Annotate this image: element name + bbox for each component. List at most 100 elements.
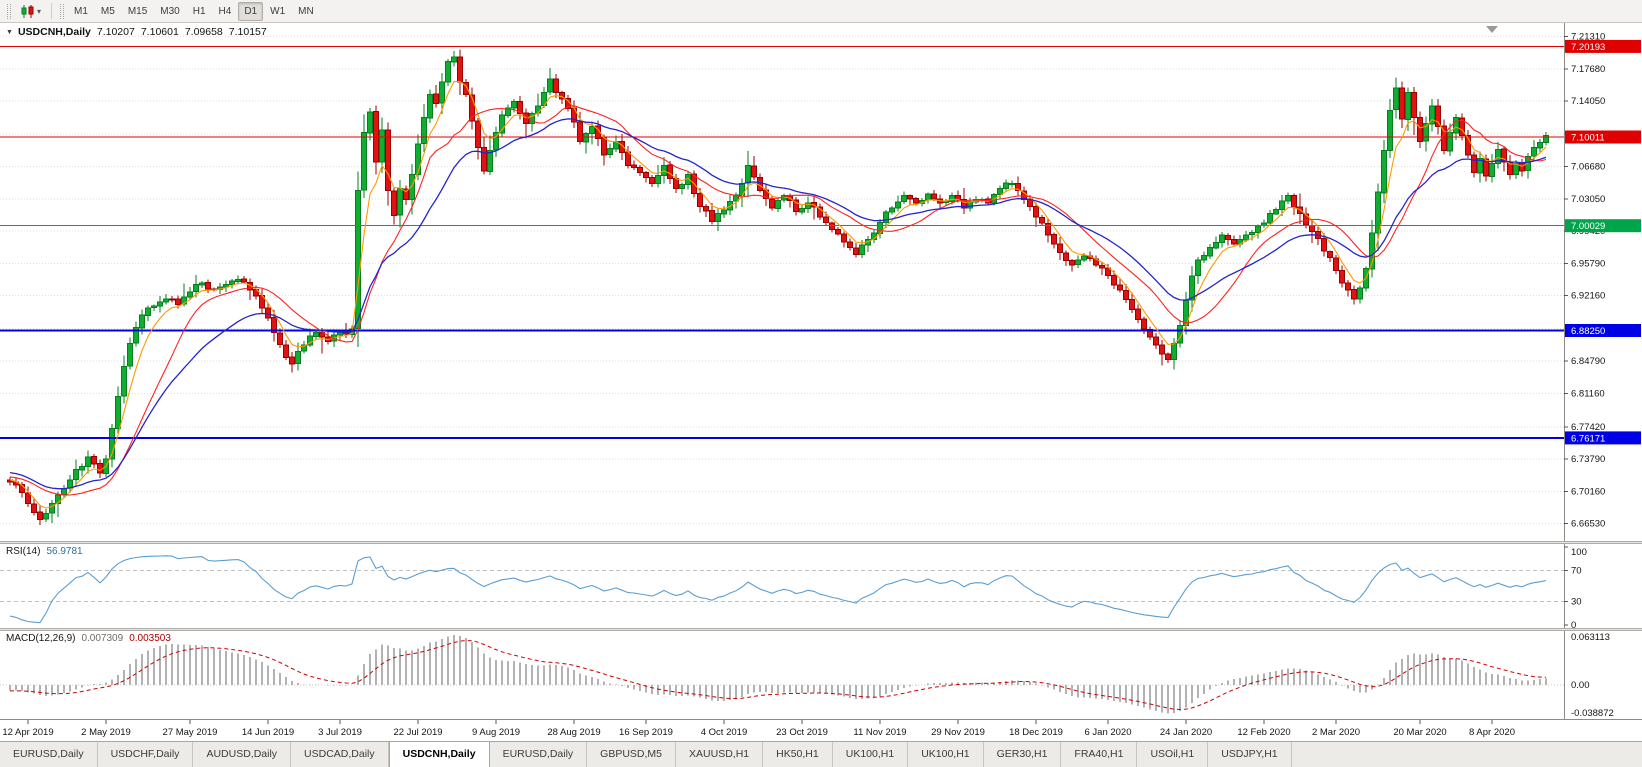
period-button-d1[interactable]: D1 [238,1,264,21]
chart-tab-usdjpy-h1[interactable]: USDJPY,H1 [1208,742,1292,767]
chart-symbol-label: USDCNH,Daily [17,26,91,38]
macd-histogram [9,635,1547,714]
rsi-line [9,555,1547,624]
chart-tab-hk50-h1[interactable]: HK50,H1 [763,742,833,767]
date-tick-label: 14 Jun 2019 [242,727,294,738]
price-tick-label: 6.81160 [1571,389,1605,400]
date-tick-label: 16 Sep 2019 [619,727,673,738]
price-level-badge: 6.88250 [1565,324,1641,337]
toolbar-grip[interactable] [7,3,11,19]
macd-panel[interactable]: 0.063113 0.00 -0.038872 MACD(12,26,9) 0.00… [0,631,1642,719]
chevron-down-icon: ▾ [37,6,42,16]
macd-scale-label: 0.00 [1571,680,1590,691]
chart-tab-usoil-h1[interactable]: USOil,H1 [1137,742,1209,767]
price-tick-label: 7.14050 [1571,96,1605,107]
symbol-menu-icon[interactable]: ▼ [6,28,13,36]
toolbar-grip[interactable] [60,3,65,19]
chart-tab-eurusd-daily[interactable]: EURUSD,Daily [0,742,98,767]
price-level-badge: 7.20193 [1565,39,1641,53]
period-button-m1[interactable]: M1 [68,2,94,21]
chart-tab-fra40-h1[interactable]: FRA40,H1 [1061,742,1138,767]
date-tick-label: 8 Apr 2020 [1469,727,1515,738]
price-tick-label: 7.21310 [1571,32,1605,43]
price-tick-label: 6.77420 [1571,422,1605,433]
toolbar: ▾ M1 M5 M15 M30 H1 H4 D1 W1 MN [0,0,1642,23]
ohlc-close-value: 7.10157 [228,26,267,38]
chart-shift-marker-icon[interactable] [1486,26,1498,33]
price-tick-label: 6.92160 [1571,291,1605,302]
period-button-m5[interactable]: M5 [95,2,121,21]
period-button-m15[interactable]: M15 [122,2,153,21]
svg-text:6.88250: 6.88250 [1571,326,1605,337]
date-tick-label: 11 Nov 2019 [853,727,906,738]
chart-tabs-bar: EURUSD,Daily USDCHF,Daily AUDUSD,Daily USDC… [0,741,1642,767]
price-tick-label: 6.70160 [1571,486,1605,497]
chart-type-button[interactable]: ▾ [15,2,47,21]
price-level-badge: 7.10011 [1565,130,1641,144]
chart-tab-usdchf-daily[interactable]: USDCHF,Daily [98,742,194,767]
macd-main-value: 0.007309 [81,633,124,644]
panel-splitter[interactable] [0,628,1642,631]
price-level-badge: 6.76171 [1565,431,1641,445]
main-chart-panel[interactable]: 7.213107.176807.140507.066807.030506.994… [0,23,1642,541]
chart-tab-usdcnh-daily[interactable]: USDCNH,Daily [388,742,490,767]
date-tick-label: 6 Jan 2020 [1084,727,1131,738]
rsi-scale-label: 70 [1571,565,1582,576]
macd-canvas[interactable]: 0.063113 0.00 -0.038872 [0,631,1642,719]
date-tick-label: 18 Dec 2019 [1009,727,1063,738]
candlestick-chart-icon [21,4,34,18]
rsi-panel[interactable]: 100 70 30 0 RSI(14) 56.9781 [0,544,1642,628]
period-button-h4[interactable]: H4 [213,2,238,21]
chart-tab-uk100-h1[interactable]: UK100,H1 [908,742,984,767]
date-tick-label: 2 May 2019 [81,727,131,738]
period-button-m30[interactable]: M30 [154,2,185,21]
toolbar-separator [51,3,53,19]
price-tick-label: 7.03050 [1571,194,1605,205]
period-button-h1[interactable]: H1 [187,2,212,21]
ohlc-high-value: 7.10601 [140,26,179,38]
chart-tab-gbpusd-m5[interactable]: GBPUSD,M5 [587,742,677,767]
date-axis[interactable]: 12 Apr 2019 2 May 2019 27 May 2019 14 Jun 2… [0,719,1642,741]
rsi-scale-label: 30 [1571,597,1582,608]
chart-title: ▼ USDCNH,Daily 7.10207 7.10601 7.09658 7… [6,26,267,38]
chart-tab-eurusd-daily[interactable]: EURUSD,Daily [490,742,588,767]
rsi-axis[interactable] [1565,544,1642,628]
date-tick-label: 28 Aug 2019 [547,727,600,738]
ma-fast-line [9,80,1547,509]
date-tick-label: 24 Jan 2020 [1160,727,1212,738]
chart-tab-ger30-h1[interactable]: GER30,H1 [984,742,1062,767]
date-axis-canvas: 12 Apr 2019 2 May 2019 27 May 2019 14 Jun 2… [2,720,1515,738]
date-tick-label: 12 Apr 2019 [2,727,53,738]
date-tick-label: 4 Oct 2019 [701,727,747,738]
panel-splitter[interactable] [0,541,1642,544]
chart-tab-uk100-h1[interactable]: UK100,H1 [833,742,909,767]
rsi-scale-label: 0 [1571,620,1576,628]
price-chart-canvas[interactable]: 7.213107.176807.140507.066807.030506.994… [0,23,1642,541]
date-tick-label: 22 Jul 2019 [393,727,442,738]
rsi-label: RSI(14) 56.9781 [6,546,83,557]
price-tick-label: 6.95790 [1571,258,1605,269]
chart-tab-audusd-daily[interactable]: AUDUSD,Daily [193,742,292,767]
price-axis[interactable] [1565,23,1642,541]
date-tick-label: 9 Aug 2019 [472,727,520,738]
period-button-mn[interactable]: MN [292,2,320,21]
ma-mid-line [9,105,1547,496]
macd-signal-value: 0.003503 [129,633,171,644]
svg-text:7.00029: 7.00029 [1571,221,1605,232]
macd-scale-label: -0.038872 [1571,708,1614,719]
rsi-value: 56.9781 [46,546,83,557]
period-button-w1[interactable]: W1 [264,2,291,21]
macd-signal-line [10,639,1547,711]
rsi-name: RSI(14) [6,546,41,557]
price-tick-label: 6.66530 [1571,519,1605,530]
date-tick-label: 12 Feb 2020 [1237,727,1290,738]
date-tick-label: 3 Jul 2019 [318,727,362,738]
chart-tab-usdcad-daily[interactable]: USDCAD,Daily [291,742,389,767]
price-tick-label: 7.06680 [1571,162,1605,173]
macd-axis[interactable] [1565,631,1642,719]
rsi-canvas[interactable]: 100 70 30 0 [0,544,1642,628]
svg-text:7.10011: 7.10011 [1571,133,1605,144]
macd-label: MACD(12,26,9) 0.007309 0.003503 [6,633,171,644]
chart-tab-xauusd-h1[interactable]: XAUUSD,H1 [676,742,764,767]
